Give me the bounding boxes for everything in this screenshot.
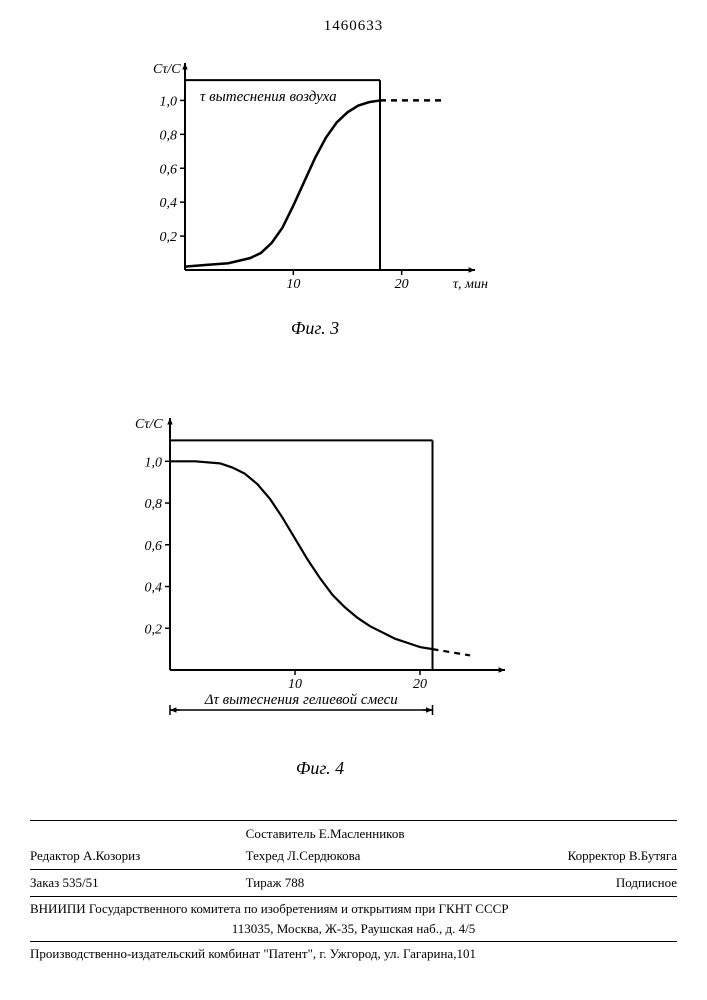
vniipi-line: ВНИИПИ Государственного комитета по изоб… — [30, 899, 677, 919]
techred: Техред Л.Сердюкова — [246, 848, 462, 864]
svg-text:1,0: 1,0 — [160, 94, 178, 109]
svg-text:0,8: 0,8 — [160, 128, 178, 143]
svg-text:τ вытеснения воздуха: τ вытеснения воздуха — [200, 89, 337, 105]
svg-text:20: 20 — [413, 677, 427, 692]
svg-text:20: 20 — [395, 277, 409, 292]
svg-text:Cτ/C: Cτ/C — [135, 417, 163, 432]
editor: Редактор А.Козориз — [30, 848, 246, 864]
svg-text:0,8: 0,8 — [145, 497, 163, 512]
svg-text:Δτ вытеснения гелиевой смеси: Δτ вытеснения гелиевой смеси — [204, 692, 398, 708]
corrector: Корректор В.Бутяга — [461, 848, 677, 864]
svg-text:10: 10 — [286, 277, 300, 292]
fig4-caption: Фиг. 4 — [110, 758, 530, 779]
order-num: Заказ 535/51 — [30, 875, 246, 891]
svg-text:0,2: 0,2 — [145, 622, 163, 637]
chart-fig4-svg: 0,2 0,4 0,6 0,8 1,0 10 20 Cτ/C Δτ вытеснения гел… — [110, 395, 530, 745]
svg-text:τ, мин: τ, мин — [453, 277, 488, 292]
svg-text:1,0: 1,0 — [145, 455, 163, 470]
svg-text:0,4: 0,4 — [160, 196, 178, 211]
svg-text:10: 10 — [288, 677, 302, 692]
doc-number: 1460633 — [324, 18, 384, 35]
patent-line: Производственно-издательский комбинат "П… — [30, 944, 677, 964]
address-line: 113035, Москва, Ж-35, Раушская наб., д. … — [30, 919, 677, 939]
fig3-caption: Фиг. 3 — [130, 318, 500, 339]
svg-text:0,2: 0,2 — [160, 230, 178, 245]
tirazh: Тираж 788 — [246, 875, 462, 891]
svg-text:0,6: 0,6 — [160, 162, 178, 177]
chart-fig4: 0,2 0,4 0,6 0,8 1,0 10 20 Cτ/C Δτ вытеснения гел… — [110, 395, 530, 779]
svg-text:0,4: 0,4 — [145, 581, 163, 596]
chart-fig3: 0,2 0,4 0,6 0,8 1,0 10 20 Cτ/C τ, мин τ вытеснени… — [130, 45, 500, 339]
svg-text:Cτ/C: Cτ/C — [153, 62, 181, 77]
chart-fig3-svg: 0,2 0,4 0,6 0,8 1,0 10 20 Cτ/C τ, мин τ вытеснени… — [130, 45, 500, 305]
footer-block: Составитель Е.Масленников Редактор А.Коз… — [30, 818, 677, 964]
svg-text:0,6: 0,6 — [145, 539, 163, 554]
compiler: Составитель Е.Масленников — [246, 826, 462, 842]
podpisnoe: Подписное — [461, 875, 677, 891]
